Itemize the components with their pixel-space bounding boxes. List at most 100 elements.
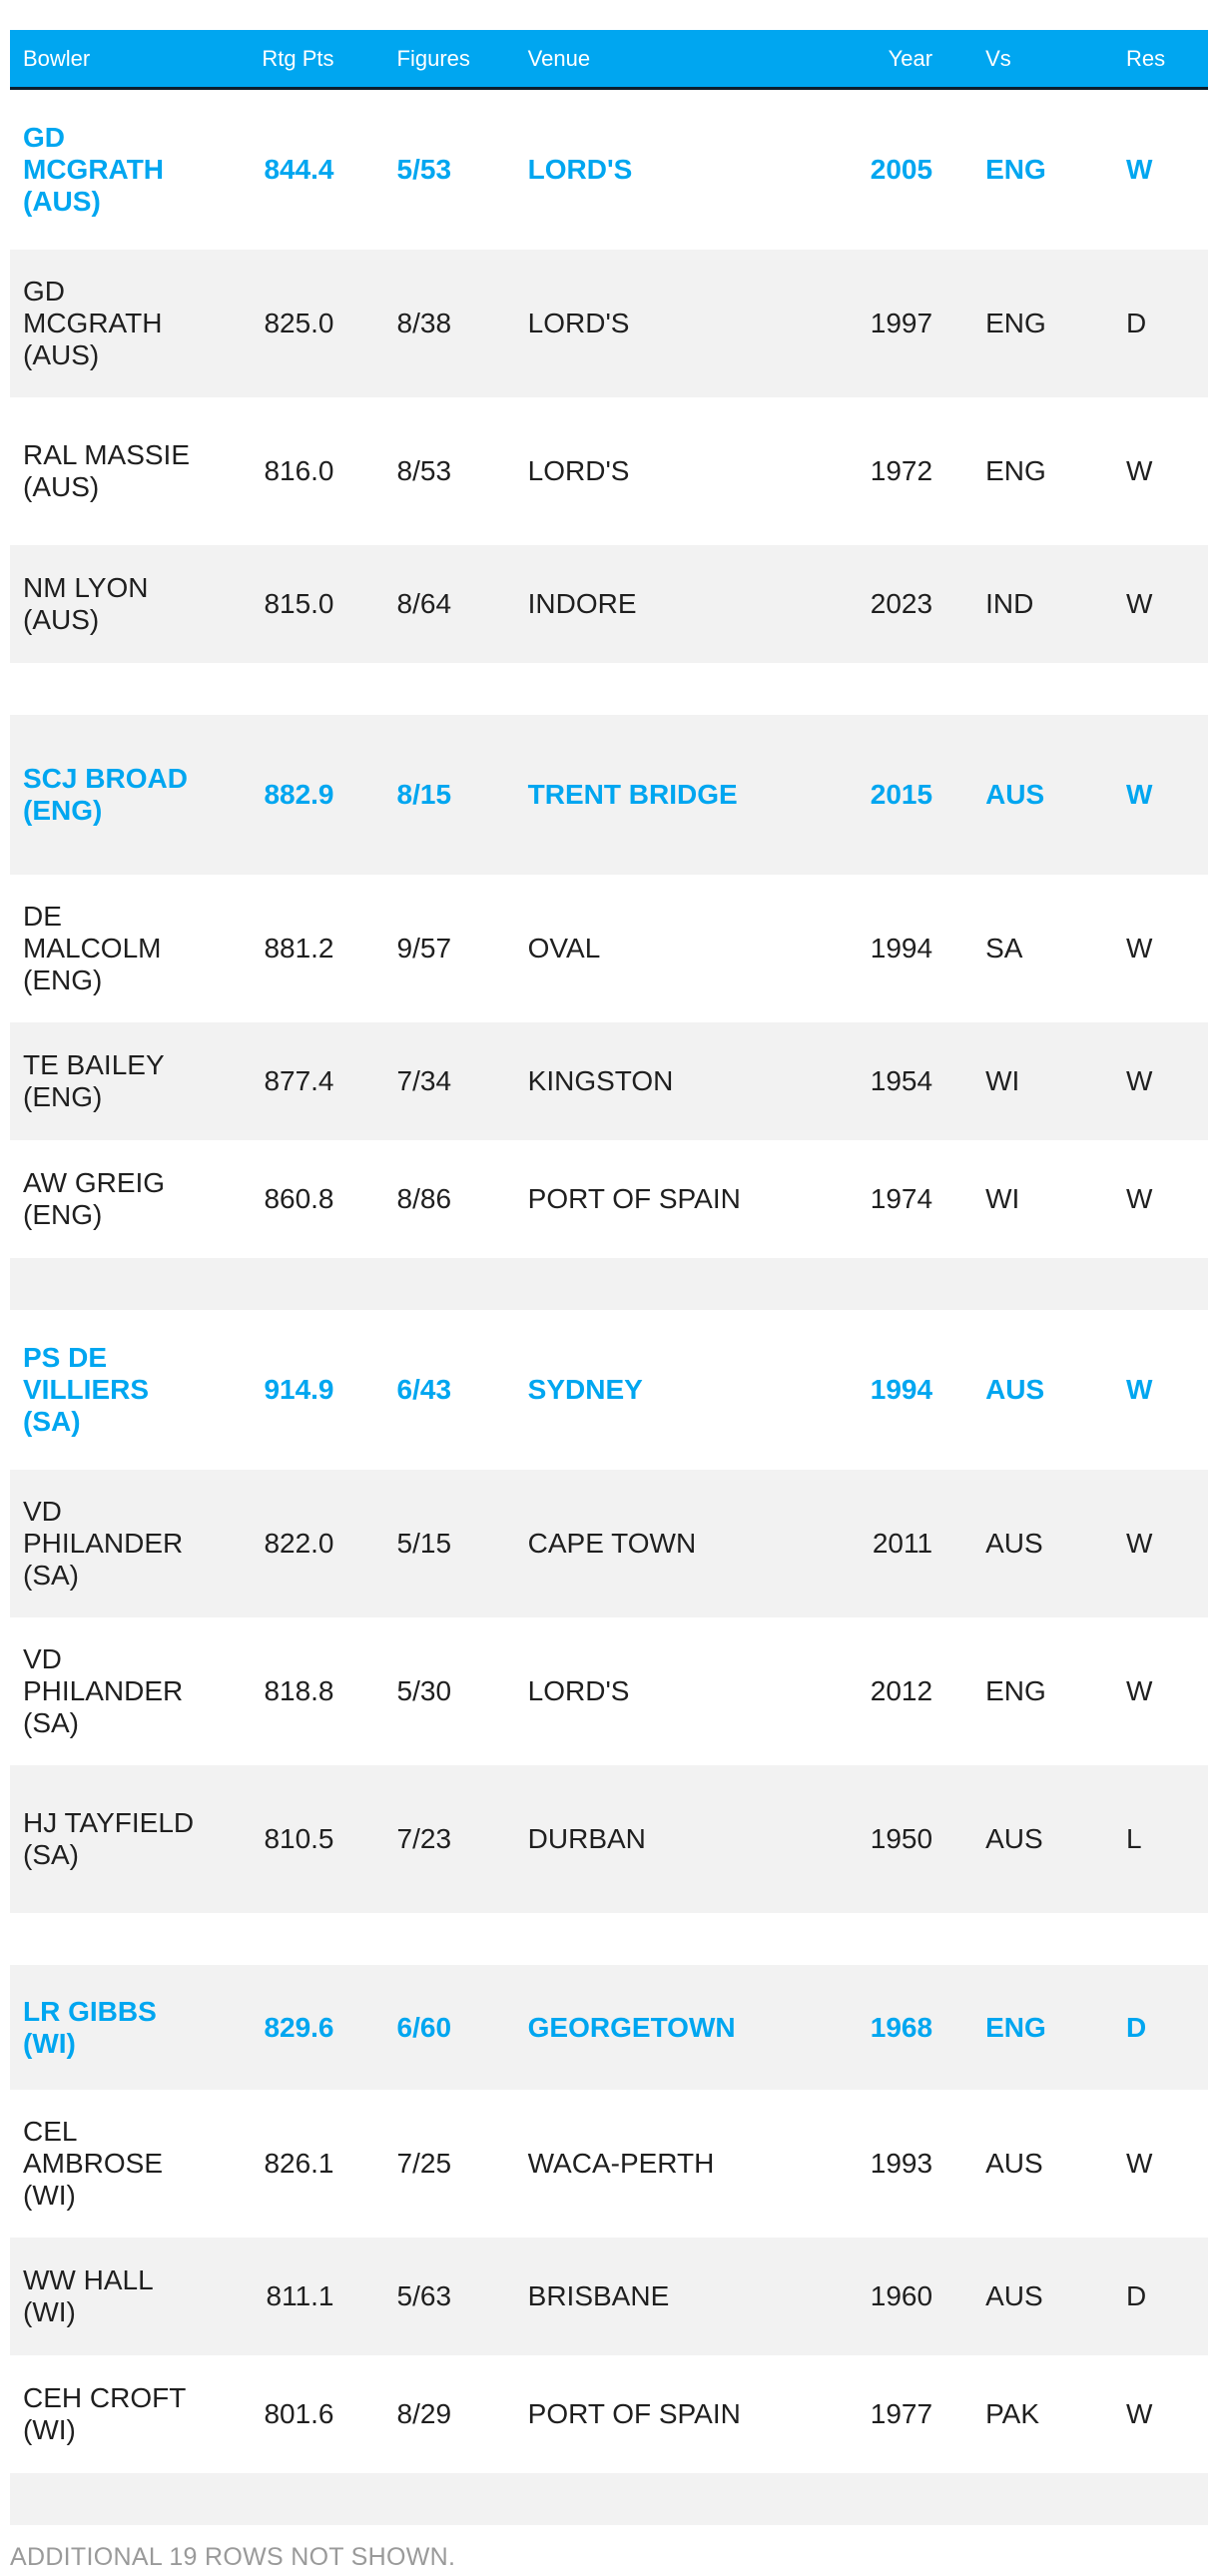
cell-venue: LORD'S xyxy=(527,154,633,185)
cell-rtg-pts: 825.0 xyxy=(264,308,334,338)
cell-year: 2011 xyxy=(872,1528,933,1559)
cell-year: 1997 xyxy=(870,308,933,338)
cell-res: W xyxy=(1126,1374,1153,1405)
cell-bowler: GD MCGRATH (AUS) xyxy=(23,276,163,370)
cell-figures: 8/38 xyxy=(396,308,452,338)
table-row: TE BAILEY (ENG) 877.4 7/34 KINGSTON 1954… xyxy=(10,1022,1208,1140)
table-row-highlight: PS DE VILLIERS (SA) 914.9 6/43 SYDNEY 19… xyxy=(10,1310,1208,1470)
table-row: NM LYON (AUS) 815.0 8/64 INDORE 2023 IND… xyxy=(10,545,1208,663)
cell-rtg-pts: 801.6 xyxy=(264,2398,334,2429)
cell-venue: LORD'S xyxy=(527,308,630,338)
cell-rtg-pts: 826.1 xyxy=(264,2148,334,2179)
cell-bowler: NM LYON (AUS) xyxy=(23,572,149,635)
cell-rtg-pts: 881.2 xyxy=(264,933,334,964)
group-divider xyxy=(10,2473,1208,2525)
cell-rtg-pts: 829.6 xyxy=(264,2011,334,2043)
table-header: Bowler Rtg Pts Figures Venue Year Vs Res xyxy=(10,30,1208,90)
cell-figures: 9/57 xyxy=(396,933,452,964)
cell-res: L xyxy=(1126,1823,1142,1854)
group-divider xyxy=(10,663,1208,715)
cell-figures: 8/29 xyxy=(396,2398,452,2429)
cell-vs: ENG xyxy=(985,308,1046,338)
cell-res: W xyxy=(1126,1675,1153,1706)
cell-figures: 6/43 xyxy=(396,1374,452,1405)
cell-rtg-pts: 914.9 xyxy=(264,1374,334,1405)
column-header-year[interactable]: Year xyxy=(888,45,933,71)
cell-venue: WACA-PERTH xyxy=(527,2148,715,2179)
cell-year: 1960 xyxy=(870,2280,933,2311)
group-divider xyxy=(10,1913,1208,1965)
cell-vs: ENG xyxy=(985,2011,1046,2043)
cell-venue: CAPE TOWN xyxy=(527,1528,697,1559)
column-header-rtg-pts[interactable]: Rtg Pts xyxy=(262,45,334,71)
cell-vs: WI xyxy=(985,1183,1020,1214)
cell-rtg-pts: 860.8 xyxy=(264,1183,334,1214)
cell-res: W xyxy=(1126,455,1153,486)
cell-rtg-pts: 818.8 xyxy=(264,1675,334,1706)
column-header-vs[interactable]: Vs xyxy=(985,45,1011,71)
cell-year: 1968 xyxy=(870,2011,933,2043)
cell-year: 2012 xyxy=(870,1675,933,1706)
table-row: DE MALCOLM (ENG) 881.2 9/57 OVAL 1994 SA… xyxy=(10,875,1208,1022)
cell-year: 1972 xyxy=(870,455,933,486)
column-header-venue[interactable]: Venue xyxy=(527,45,591,71)
cell-res: D xyxy=(1126,308,1147,338)
cell-year: 1993 xyxy=(870,2148,933,2179)
column-header-res[interactable]: Res xyxy=(1126,45,1166,71)
cell-res: W xyxy=(1126,1065,1153,1096)
cell-figures: 6/60 xyxy=(396,2011,452,2043)
cell-vs: ENG xyxy=(985,455,1046,486)
cell-vs: AUS xyxy=(985,1528,1043,1559)
cell-figures: 8/86 xyxy=(396,1183,452,1214)
cell-vs: ENG xyxy=(985,154,1046,185)
cell-res: W xyxy=(1126,154,1153,185)
table-row: RAL MASSIE (AUS) 816.0 8/53 LORD'S 1972 … xyxy=(10,397,1208,545)
table-row: CEH CROFT (WI) 801.6 8/29 PORT OF SPAIN … xyxy=(10,2355,1208,2473)
cell-bowler: TE BAILEY (ENG) xyxy=(23,1049,165,1112)
cell-bowler: WW HALL (WI) xyxy=(23,2264,153,2327)
cell-year: 1950 xyxy=(870,1823,933,1854)
cell-bowler: RAL MASSIE (AUS) xyxy=(23,439,191,502)
cell-vs: AUS xyxy=(985,1823,1043,1854)
cell-res: D xyxy=(1126,2011,1147,2043)
cell-bowler: CEH CROFT (WI) xyxy=(23,2382,186,2445)
cell-bowler: VD PHILANDER (SA) xyxy=(23,1496,184,1591)
cell-venue: LORD'S xyxy=(527,455,630,486)
cell-res: W xyxy=(1126,2148,1153,2179)
cell-res: W xyxy=(1126,1528,1153,1559)
table-row: HJ TAYFIELD (SA) 810.5 7/23 DURBAN 1950 … xyxy=(10,1765,1208,1913)
bowling-ratings-table: Bowler Rtg Pts Figures Venue Year Vs Res… xyxy=(10,30,1208,2572)
table-row: AW GREIG (ENG) 860.8 8/86 PORT OF SPAIN … xyxy=(10,1140,1208,1258)
cell-rtg-pts: 815.0 xyxy=(264,588,334,619)
cell-vs: AUS xyxy=(985,2148,1043,2179)
cell-res: W xyxy=(1126,1183,1153,1214)
cell-figures: 8/15 xyxy=(396,779,452,810)
cell-res: W xyxy=(1126,779,1153,810)
cell-venue: INDORE xyxy=(527,588,637,619)
cell-res: W xyxy=(1126,933,1153,964)
cell-vs: ENG xyxy=(985,1675,1046,1706)
table-row: WW HALL (WI) 811.1 5/63 BRISBANE 1960 AU… xyxy=(10,2238,1208,2355)
table-row: GD MCGRATH (AUS) 825.0 8/38 LORD'S 1997 … xyxy=(10,250,1208,397)
cell-year: 2015 xyxy=(870,779,933,810)
cell-res: W xyxy=(1126,588,1153,619)
cell-bowler: VD PHILANDER (SA) xyxy=(23,1643,184,1738)
cell-bowler: CEL AMBROSE (WI) xyxy=(23,2116,164,2211)
cell-vs: IND xyxy=(985,588,1034,619)
cell-venue: KINGSTON xyxy=(527,1065,674,1096)
cell-rtg-pts: 816.0 xyxy=(264,455,334,486)
cell-vs: PAK xyxy=(985,2398,1040,2429)
table-row: VD PHILANDER (SA) 822.0 5/15 CAPE TOWN 2… xyxy=(10,1470,1208,1617)
table-row: CEL AMBROSE (WI) 826.1 7/25 WACA-PERTH 1… xyxy=(10,2090,1208,2238)
column-header-figures[interactable]: Figures xyxy=(396,45,470,71)
cell-bowler: DE MALCOLM (ENG) xyxy=(23,901,162,995)
cell-vs: SA xyxy=(985,933,1023,964)
cell-vs: AUS xyxy=(985,779,1045,810)
rows-hidden-note: ADDITIONAL 19 ROWS NOT SHOWN. xyxy=(10,2543,456,2571)
cell-bowler: SCJ BROAD (ENG) xyxy=(23,763,188,826)
cell-figures: 8/64 xyxy=(396,588,452,619)
column-header-bowler[interactable]: Bowler xyxy=(23,45,91,71)
cell-figures: 7/34 xyxy=(396,1065,452,1096)
table-row-highlight: LR GIBBS (WI) 829.6 6/60 GEORGETOWN 1968… xyxy=(10,1965,1208,2090)
cell-venue: PORT OF SPAIN xyxy=(527,2398,741,2429)
